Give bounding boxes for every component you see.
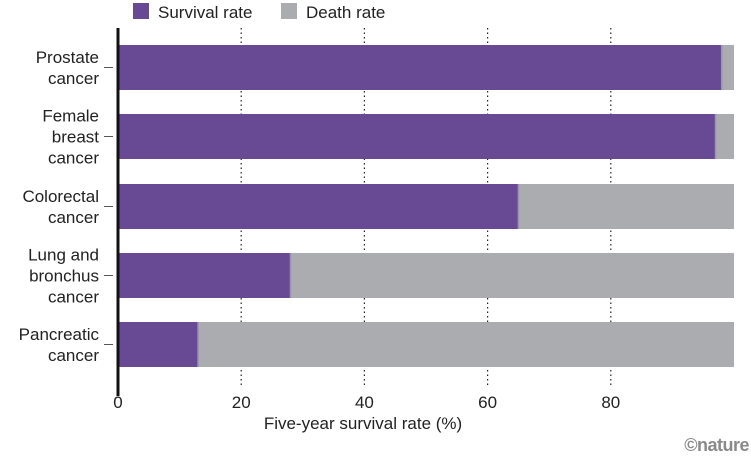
x-tick-label: 60	[478, 393, 497, 412]
bar-survival-rate-3	[118, 253, 291, 298]
bar-death-rate-2	[518, 184, 734, 229]
x-tick-label: 80	[601, 393, 620, 412]
legend-swatch-0	[133, 3, 149, 19]
bars	[118, 45, 734, 367]
category-label: cancer	[48, 149, 99, 168]
category-label: Lung and	[28, 246, 99, 265]
x-tick-label: 0	[113, 393, 122, 412]
x-tick-labels: 0 20 40 60 80	[113, 393, 620, 412]
bar-death-rate-0	[721, 45, 734, 90]
category-label: Female	[42, 107, 99, 126]
category-label: breast	[52, 128, 100, 147]
category-label: cancer	[48, 288, 99, 307]
category-label: cancer	[48, 208, 99, 227]
legend: Survival rate Death rate	[133, 3, 385, 22]
x-tick-label: 40	[355, 393, 374, 412]
category-label: cancer	[48, 346, 99, 365]
bar-survival-rate-4	[118, 322, 199, 367]
x-tick-label: 20	[232, 393, 251, 412]
category-label: bronchus	[29, 267, 99, 286]
legend-label-0: Survival rate	[158, 3, 252, 22]
legend-label-1: Death rate	[306, 3, 385, 22]
bar-survival-rate-0	[118, 45, 722, 90]
category-label: Prostate	[36, 48, 99, 67]
category-label: Colorectal	[22, 187, 99, 206]
category-label: Pancreatic	[19, 325, 100, 344]
category-label: cancer	[48, 69, 99, 88]
legend-swatch-1	[281, 3, 297, 19]
bar-death-rate-1	[715, 114, 734, 159]
bar-survival-rate-1	[118, 114, 716, 159]
nature-credit: ©nature	[684, 435, 749, 455]
x-axis-title: Five-year survival rate (%)	[264, 414, 462, 433]
bar-death-rate-3	[290, 253, 734, 298]
category-labels: Prostate cancer Female breast cancer Colorect…	[19, 48, 113, 365]
bar-survival-rate-2	[118, 184, 519, 229]
bar-death-rate-4	[198, 322, 734, 367]
